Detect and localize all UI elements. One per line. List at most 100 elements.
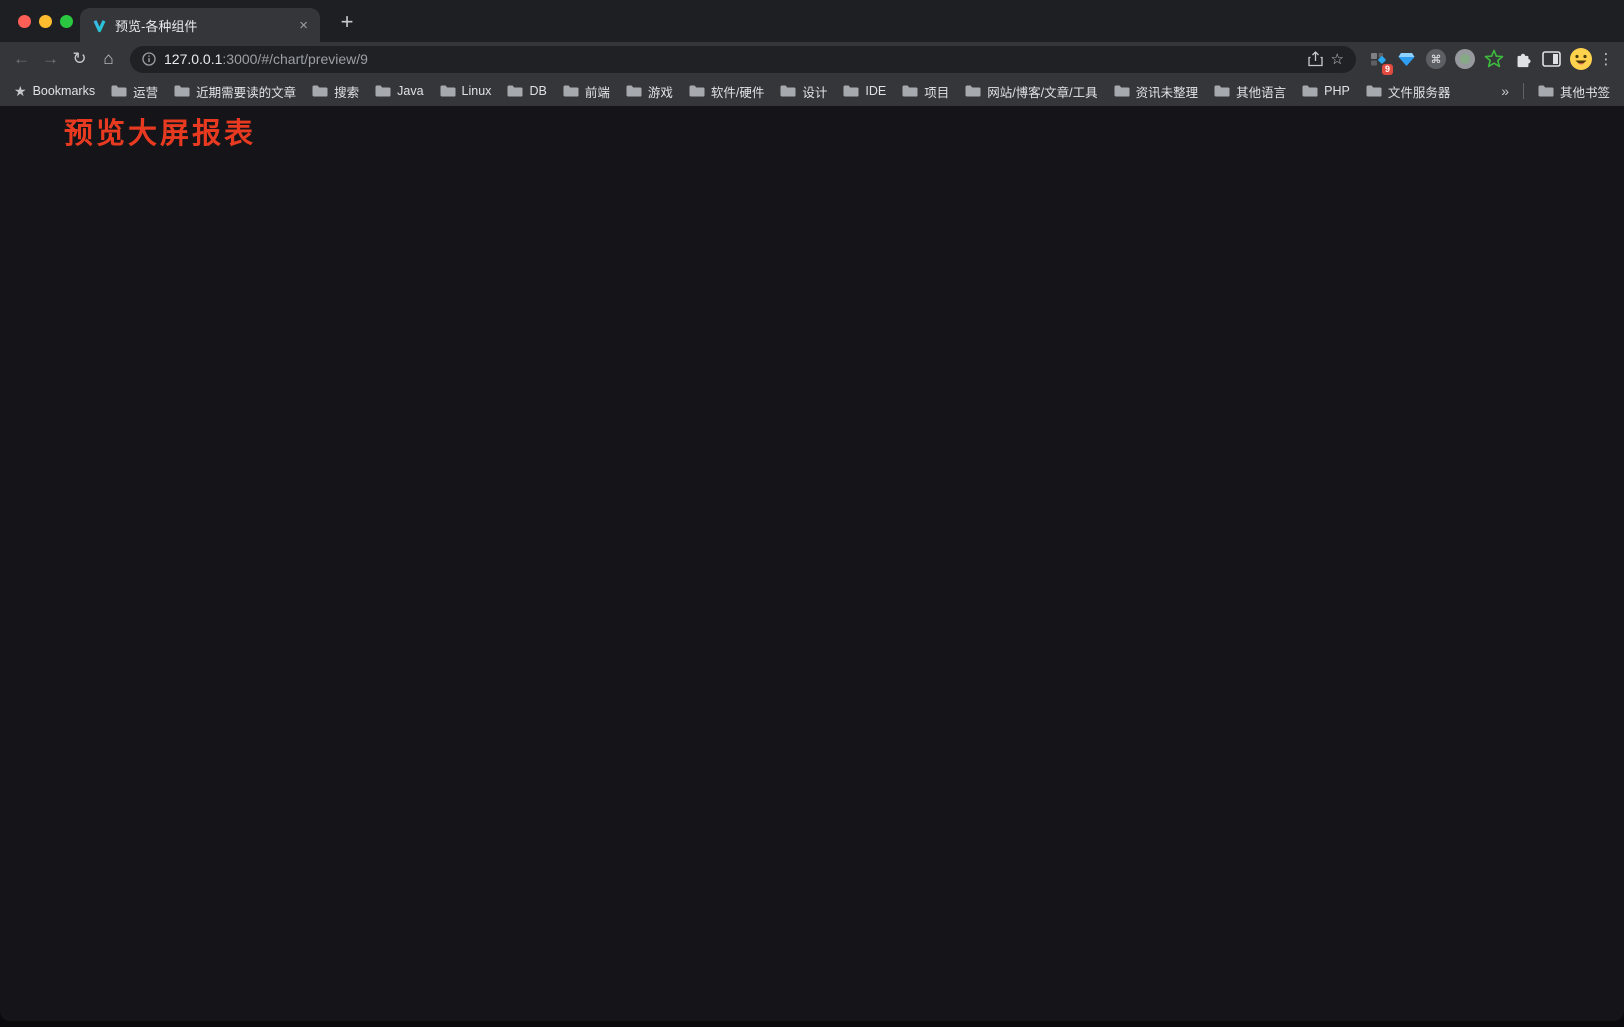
tab-title: 预览-各种组件: [115, 18, 198, 34]
other-bookmarks-folder[interactable]: 其他书签: [1538, 82, 1610, 101]
bookmark-folder[interactable]: DB: [507, 82, 547, 101]
bookmark-folder[interactable]: 游戏: [626, 82, 673, 101]
bookmarks-divider: [1522, 83, 1524, 99]
chart-weekday-donut: [530, 640, 940, 890]
bookmark-label: Linux: [461, 84, 492, 98]
folder-icon: [780, 85, 796, 97]
share-icon[interactable]: [1307, 51, 1323, 67]
folder-icon: [563, 85, 579, 97]
extension-badge: 9: [1381, 64, 1393, 75]
browser-tab[interactable]: 预览-各种组件 ×: [80, 8, 320, 42]
bookmarks-overflow-icon[interactable]: »: [1501, 83, 1509, 99]
bookmark-folder[interactable]: 网站/博客/文章/工具: [965, 82, 1098, 101]
folder-icon: [174, 85, 190, 97]
window-close-button[interactable]: [18, 15, 31, 28]
forward-icon[interactable]: →: [42, 49, 59, 68]
site-favicon-icon: [93, 19, 106, 32]
bookmark-folder[interactable]: 项目: [902, 82, 949, 101]
bookmark-folder[interactable]: 搜索: [312, 82, 359, 101]
folder-icon: [965, 85, 981, 97]
bookmark-folder[interactable]: 软件/硬件: [689, 82, 764, 101]
tab-strip: 预览-各种组件 × +: [0, 0, 1624, 42]
bookmarks-manager[interactable]: ★ Bookmarks: [14, 83, 95, 100]
bookmark-folder[interactable]: 前端: [563, 82, 610, 101]
folder-icon: [1538, 85, 1554, 97]
folder-icon: [507, 85, 523, 97]
bookmark-label: 网站/博客/文章/工具: [987, 85, 1098, 100]
bookmark-folder[interactable]: Linux: [440, 82, 492, 101]
diamond-extension-icon[interactable]: [1393, 46, 1420, 72]
folder-icon: [111, 85, 127, 97]
chart-line-gradient: [500, 398, 868, 610]
tab-manager-extension-icon[interactable]: 9: [1364, 46, 1393, 75]
chart-city-progress-bars: [985, 152, 1375, 384]
bookmark-folder[interactable]: Java: [375, 82, 424, 101]
bookmark-folder[interactable]: 设计: [780, 82, 827, 101]
bookmark-label: 搜索: [334, 85, 360, 100]
chart-percent-gauge: [1050, 648, 1262, 860]
url-text[interactable]: 127.0.0.1:3000/#/chart/preview/9: [164, 51, 368, 67]
bookmark-label: Java: [397, 84, 424, 98]
bookmark-folder[interactable]: 运营: [111, 82, 158, 101]
recorder-extension-icon[interactable]: [1451, 46, 1478, 72]
site-info-icon[interactable]: [142, 52, 156, 66]
bookmark-folder[interactable]: 资讯未整理: [1114, 82, 1199, 101]
tab-close-icon[interactable]: ×: [299, 16, 308, 34]
side-panel-icon[interactable]: [1538, 46, 1565, 72]
bookmark-folder[interactable]: IDE: [843, 82, 886, 101]
page-content: 预览大屏报表: [0, 106, 1624, 1021]
bookmark-label: DB: [529, 84, 547, 98]
folder-icon: [375, 85, 391, 97]
chart-area-single: [985, 386, 1351, 596]
bookmark-label: 其他语言: [1236, 85, 1287, 100]
browser-toolbar: ← → ↻ ⌂ 127.0.0.1:3000/#/chart/preview/9…: [0, 42, 1624, 76]
bookmark-label: 项目: [924, 85, 950, 100]
bookmark-folder[interactable]: 文件服务器: [1366, 82, 1451, 101]
bookmark-folder[interactable]: 其他语言: [1214, 82, 1286, 101]
bookmark-folder[interactable]: PHP: [1302, 82, 1350, 101]
svg-text:⌘: ⌘: [1430, 54, 1441, 66]
back-icon[interactable]: ←: [13, 49, 30, 68]
chart-line-two-series: [48, 424, 418, 634]
bookmark-label: 运营: [133, 85, 159, 100]
reload-icon[interactable]: ↻: [72, 49, 87, 68]
bookmarks-bar-right: » 其他书签: [1501, 82, 1610, 101]
folder-icon: [1302, 85, 1318, 97]
bookmark-label: 设计: [802, 85, 828, 100]
folder-icon: [626, 85, 642, 97]
folder-icon: [689, 85, 705, 97]
bookmarks-label: Bookmarks: [32, 84, 96, 98]
profile-avatar[interactable]: [1567, 46, 1594, 72]
chart-bar-grouped-horizontal: [498, 150, 890, 364]
window-controls: [18, 15, 73, 28]
command-extension-icon[interactable]: ⌘: [1422, 46, 1449, 72]
folder-icon: [440, 85, 456, 97]
folder-icon: [843, 85, 859, 97]
bookmark-label: 近期需要读的文章: [196, 85, 297, 100]
window-minimize-button[interactable]: [39, 15, 52, 28]
page-title: 预览大屏报表: [64, 118, 257, 150]
bookmarks-star-icon: ★: [14, 82, 27, 99]
address-bar[interactable]: 127.0.0.1:3000/#/chart/preview/9 ☆: [130, 45, 1356, 73]
green-star-extension-icon[interactable]: [1480, 46, 1507, 72]
bookmark-label: 游戏: [647, 85, 673, 100]
bookmark-label: 资讯未整理: [1135, 85, 1199, 100]
folder-icon: [1366, 85, 1382, 97]
bookmark-label: 软件/硬件: [710, 85, 765, 100]
new-tab-button[interactable]: +: [340, 9, 354, 34]
folder-icon: [1114, 85, 1130, 97]
bookmark-label: 文件服务器: [1387, 85, 1451, 100]
folder-icon: [312, 85, 328, 97]
bookmark-folders: 运营 近期需要读的文章 搜索 Java Linux DB 前端 游戏 软件/硬件 设计 IDE 项目 网…: [111, 82, 1450, 101]
bookmark-folder[interactable]: 近期需要读的文章: [174, 82, 296, 101]
chart-area-two-series: [103, 676, 475, 888]
folder-icon: [1214, 85, 1230, 97]
window-zoom-button[interactable]: [60, 15, 73, 28]
bookmark-label: IDE: [865, 84, 887, 98]
home-icon[interactable]: ⌂: [103, 49, 114, 68]
puzzle-extensions-icon[interactable]: [1509, 46, 1536, 72]
bookmark-star-icon[interactable]: ☆: [1330, 51, 1344, 68]
bookmark-label: 前端: [584, 85, 610, 100]
browser-menu-icon[interactable]: ⋮: [1598, 51, 1614, 68]
other-bookmarks-label: 其他书签: [1559, 85, 1610, 100]
